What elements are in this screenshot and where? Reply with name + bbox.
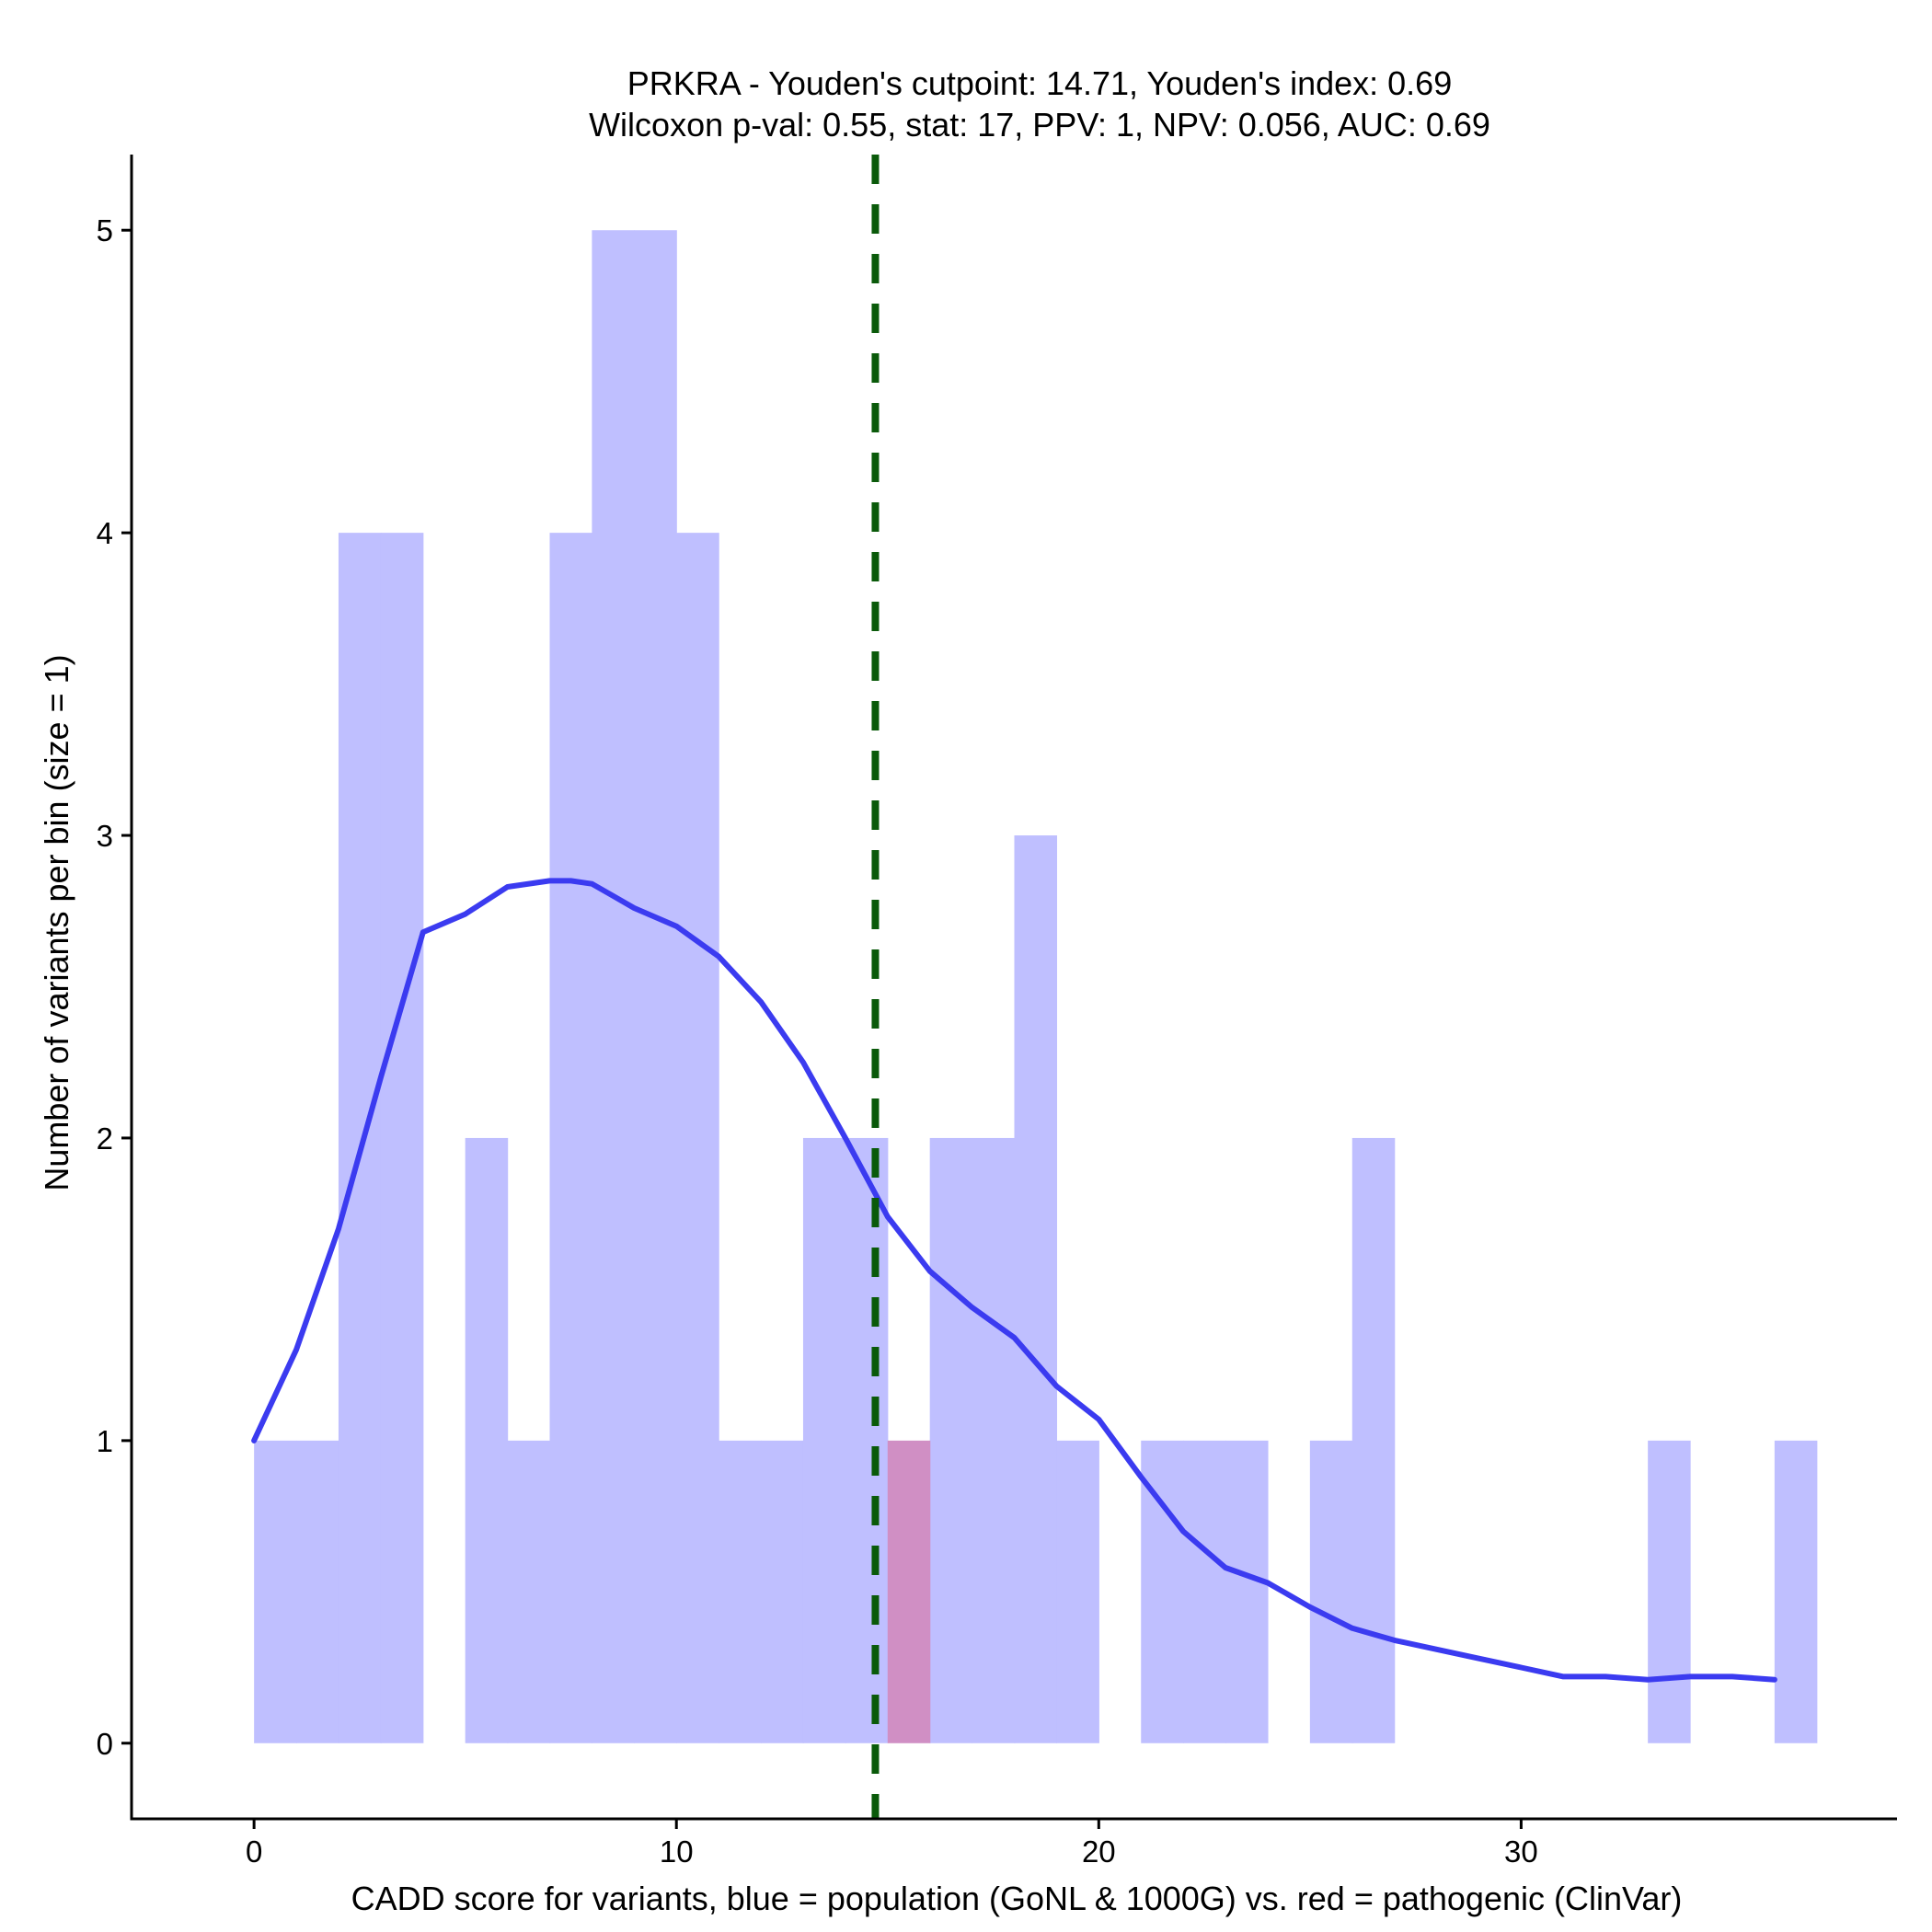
x-axis-label: CADD score for variants, blue = populati… — [351, 1880, 1683, 1917]
y-axis-label: Number of variants per bin (size = 1) — [38, 654, 75, 1190]
chart-title-line-2: Wilcoxon p-val: 0.55, stat: 17, PPV: 1, … — [589, 106, 1490, 144]
y-tick-label: 0 — [97, 1727, 113, 1761]
density-curve — [251, 878, 1777, 1683]
population-bar — [592, 230, 635, 1743]
x-tick-label: 20 — [1082, 1834, 1116, 1869]
population-bar — [845, 1137, 889, 1743]
bars-group — [254, 230, 1818, 1743]
population-bar — [1225, 1440, 1269, 1743]
population-bar — [1183, 1440, 1226, 1743]
y-tick-label: 3 — [97, 819, 113, 853]
y-tick-label: 2 — [97, 1121, 113, 1156]
population-bar — [676, 533, 719, 1743]
pathogenic-bar — [887, 1440, 931, 1743]
population-bar — [761, 1440, 804, 1743]
population-bar — [338, 533, 382, 1743]
y-tick-label: 5 — [97, 213, 113, 247]
population-bar — [1774, 1440, 1818, 1743]
population-bar — [1309, 1440, 1353, 1743]
population-bar — [254, 1440, 297, 1743]
population-bar — [380, 533, 424, 1743]
population-bar — [719, 1440, 762, 1743]
overlay-group — [251, 155, 1777, 1819]
population-bar — [1351, 1137, 1396, 1743]
population-bar — [296, 1440, 339, 1743]
y-tick-label: 1 — [97, 1424, 113, 1458]
population-bar — [1648, 1440, 1691, 1743]
population-bar — [634, 230, 677, 1743]
x-tick-label: 0 — [246, 1834, 262, 1869]
population-bar — [972, 1137, 1016, 1743]
population-bar — [1056, 1440, 1099, 1743]
population-bar — [1141, 1440, 1184, 1743]
population-bar — [507, 1440, 551, 1743]
y-tick-label: 4 — [97, 516, 113, 550]
population-bar — [802, 1137, 846, 1743]
x-tick-label: 30 — [1504, 1834, 1538, 1869]
population-bar — [929, 1137, 973, 1743]
population-bar — [465, 1137, 509, 1743]
axes-group: 0 10 20 30 0 1 2 3 4 5 — [97, 155, 1897, 1869]
population-bar — [549, 533, 593, 1743]
population-bar — [1014, 835, 1058, 1743]
chart-title-line-1: PRKRA - Youden's cutpoint: 14.71, Youden… — [627, 64, 1452, 102]
x-tick-label: 10 — [660, 1834, 694, 1869]
